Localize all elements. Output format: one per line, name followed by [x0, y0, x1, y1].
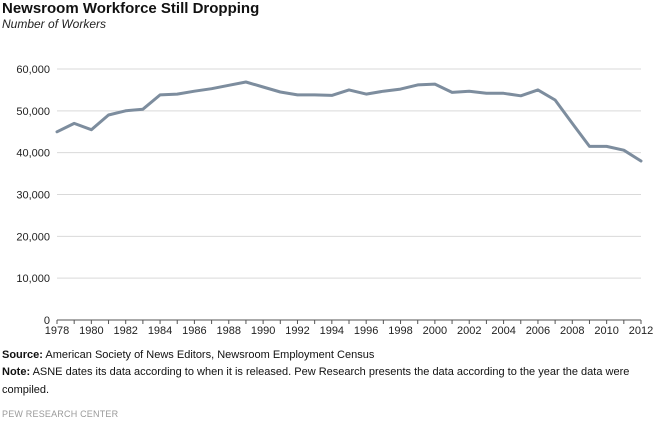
x-tick-label: 1980 — [79, 325, 103, 337]
x-tick-label: 1978 — [45, 325, 69, 337]
x-tick-label: 1984 — [148, 325, 172, 337]
y-tick-label: 40,000 — [16, 148, 50, 160]
source-label: Source: — [2, 349, 43, 361]
gridlines — [57, 68, 641, 279]
x-tick-label: 1992 — [285, 325, 309, 337]
chart-title: Newsroom Workforce Still Dropping — [2, 0, 260, 17]
series-layer — [55, 80, 643, 163]
chart-subtitle: Number of Workers — [2, 17, 107, 31]
x-tick-label: 2008 — [560, 325, 584, 337]
y-tick-label: 0 — [44, 315, 50, 327]
x-tick-label: 2000 — [423, 325, 447, 337]
x-tick-label: 1998 — [388, 325, 412, 337]
y-axis-tick-labels: 0 10,000 20,000 30,000 40,000 50,000 60,000 — [16, 64, 50, 327]
x-axis — [56, 319, 642, 324]
credit-text: PEW RESEARCH CENTER — [2, 409, 119, 419]
x-tick-label: 2006 — [526, 325, 550, 337]
y-tick-label: 20,000 — [16, 231, 50, 243]
y-tick-label: 10,000 — [16, 273, 50, 285]
x-tick-label: 2002 — [457, 325, 481, 337]
x-tick-label: 2012 — [629, 325, 653, 337]
x-tick-label: 1994 — [320, 325, 344, 337]
x-tick-label: 2010 — [594, 325, 618, 337]
series-line — [55, 80, 643, 163]
y-tick-label: 30,000 — [16, 190, 50, 202]
x-tick-label: 1982 — [113, 325, 137, 337]
note-label: Note: — [2, 366, 31, 378]
line-chart: 0 10,000 20,000 30,000 40,000 50,000 60,000 19… — [16, 64, 653, 337]
y-tick-label: 50,000 — [16, 106, 50, 118]
x-tick-label: 2004 — [491, 325, 515, 337]
note-text: ASNE dates its data according to when it… — [2, 366, 630, 396]
note-line: Note: ASNE dates its data according to w… — [2, 363, 642, 399]
source-text: American Society of News Editors, Newsro… — [45, 349, 375, 361]
x-tick-label: 1996 — [354, 325, 378, 337]
x-axis-tick-labels: 1978 1980 1982 1984 1986 1988 1990 1992 1994 1996… — [45, 325, 653, 337]
y-tick-label: 60,000 — [16, 64, 50, 76]
source-line: Source: American Society of News Editors… — [2, 349, 374, 361]
x-tick-label: 1990 — [251, 325, 275, 337]
x-tick-label: 1988 — [217, 325, 241, 337]
x-tick-label: 1986 — [182, 325, 206, 337]
